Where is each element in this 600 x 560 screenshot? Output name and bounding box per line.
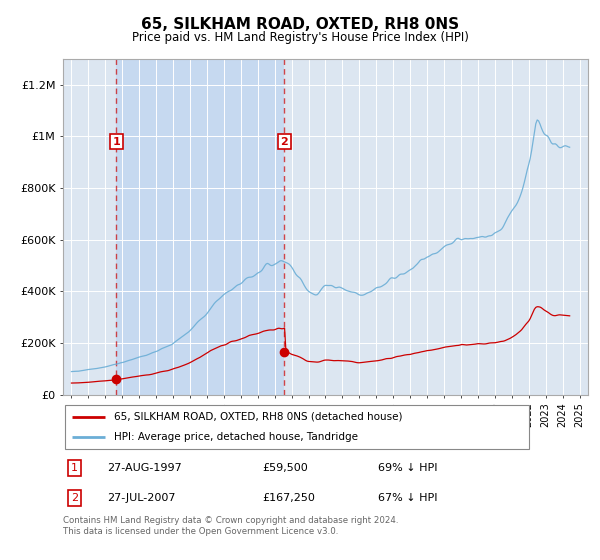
Bar (116, 59, 284, 395)
Text: 2: 2 (71, 493, 78, 503)
Text: 1: 1 (71, 463, 78, 473)
Text: £59,500: £59,500 (263, 463, 308, 473)
Text: Contains HM Land Registry data © Crown copyright and database right 2024.
This d: Contains HM Land Registry data © Crown c… (63, 516, 398, 536)
Text: HPI: Average price, detached house, Tandridge: HPI: Average price, detached house, Tand… (115, 432, 358, 442)
Text: 67% ↓ HPI: 67% ↓ HPI (378, 493, 437, 503)
Text: 2: 2 (280, 137, 288, 147)
FancyBboxPatch shape (65, 405, 529, 449)
Text: 69% ↓ HPI: 69% ↓ HPI (378, 463, 437, 473)
Text: 65, SILKHAM ROAD, OXTED, RH8 0NS: 65, SILKHAM ROAD, OXTED, RH8 0NS (141, 17, 459, 32)
Text: 1: 1 (112, 137, 120, 147)
Text: 65, SILKHAM ROAD, OXTED, RH8 0NS (detached house): 65, SILKHAM ROAD, OXTED, RH8 0NS (detach… (115, 412, 403, 422)
Text: 27-JUL-2007: 27-JUL-2007 (107, 493, 176, 503)
Text: £167,250: £167,250 (263, 493, 316, 503)
Text: 27-AUG-1997: 27-AUG-1997 (107, 463, 182, 473)
Text: Price paid vs. HM Land Registry's House Price Index (HPI): Price paid vs. HM Land Registry's House … (131, 31, 469, 44)
